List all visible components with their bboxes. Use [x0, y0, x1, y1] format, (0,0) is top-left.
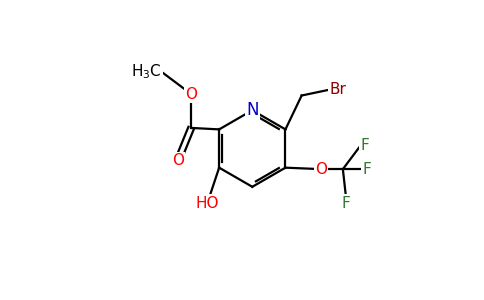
Text: F: F [361, 138, 369, 153]
Text: F: F [341, 196, 350, 211]
Text: N: N [246, 101, 258, 119]
Text: O: O [185, 87, 197, 102]
Text: O: O [172, 153, 184, 168]
Text: H$_3$C: H$_3$C [131, 63, 162, 81]
Text: HO: HO [196, 196, 219, 211]
Text: O: O [315, 162, 327, 177]
Text: Br: Br [330, 82, 347, 97]
Text: F: F [362, 162, 371, 177]
